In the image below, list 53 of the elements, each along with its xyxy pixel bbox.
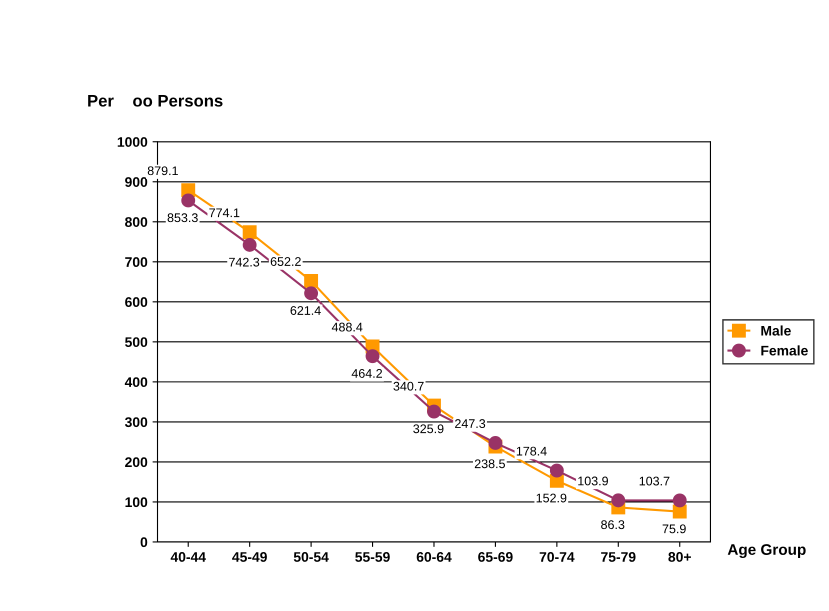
y-tick-label: 1000 [118,137,148,147]
data-label: 340.7 [393,382,424,391]
y-tick-label: 400 [124,377,148,388]
legend-label: Female [761,345,808,356]
data-label: 879.1 [148,166,178,176]
y-axis-title: Per oo Persons [88,95,223,107]
data-label: 621.4 [290,306,321,315]
data-label: 742.3 [229,258,260,267]
y-tick-label: 900 [125,177,148,187]
data-label: 103.9 [578,476,608,486]
legend-label: Male [761,325,791,336]
point [304,274,318,288]
point [550,464,564,478]
data-label: 652.2 [270,257,301,266]
y-tick-label: 700 [125,257,148,267]
x-axis-title: Age Group [728,544,806,558]
data-label: 247.3 [455,419,486,428]
x-tick-label: 60-64 [416,552,452,562]
data-label: 488.4 [332,322,362,332]
y-tick-label: 600 [125,297,148,308]
point [672,494,687,508]
y-tick-label: 800 [125,217,148,227]
x-tick-label: 45-49 [232,552,267,562]
y-tick-label: 500 [125,337,148,348]
data-label: 853.3 [168,213,198,222]
y-tick-label: 300 [124,417,148,428]
x-tick-label: 55-59 [355,552,390,562]
data-label: 325.9 [413,424,444,434]
data-label: 86.3 [601,520,624,530]
data-label: 238.5 [474,459,505,468]
x-tick-label: 65-69 [478,552,513,562]
point [304,286,318,300]
data-label: 774.1 [209,208,240,218]
x-tick-label: 40-44 [170,552,206,562]
data-label: 103.7 [640,476,670,486]
point [611,493,626,508]
x-tick-label: 50-54 [294,552,329,562]
data-label: 178.4 [516,446,547,456]
point [427,404,441,418]
point [242,225,257,240]
data-label: 152.9 [536,494,566,502]
x-tick-label: 75-79 [601,552,636,562]
y-tick-label: 100 [125,497,148,508]
x-tick-label: 80+ [668,552,691,562]
point [242,238,257,252]
data-label: 75.9 [662,524,686,534]
point [488,436,502,450]
y-tick-label: 0 [140,537,148,548]
point [366,349,380,364]
data-label: 464.2 [352,369,382,378]
y-tick-label: 200 [125,457,148,468]
x-tick-label: 70-74 [540,552,575,562]
point [181,194,196,208]
